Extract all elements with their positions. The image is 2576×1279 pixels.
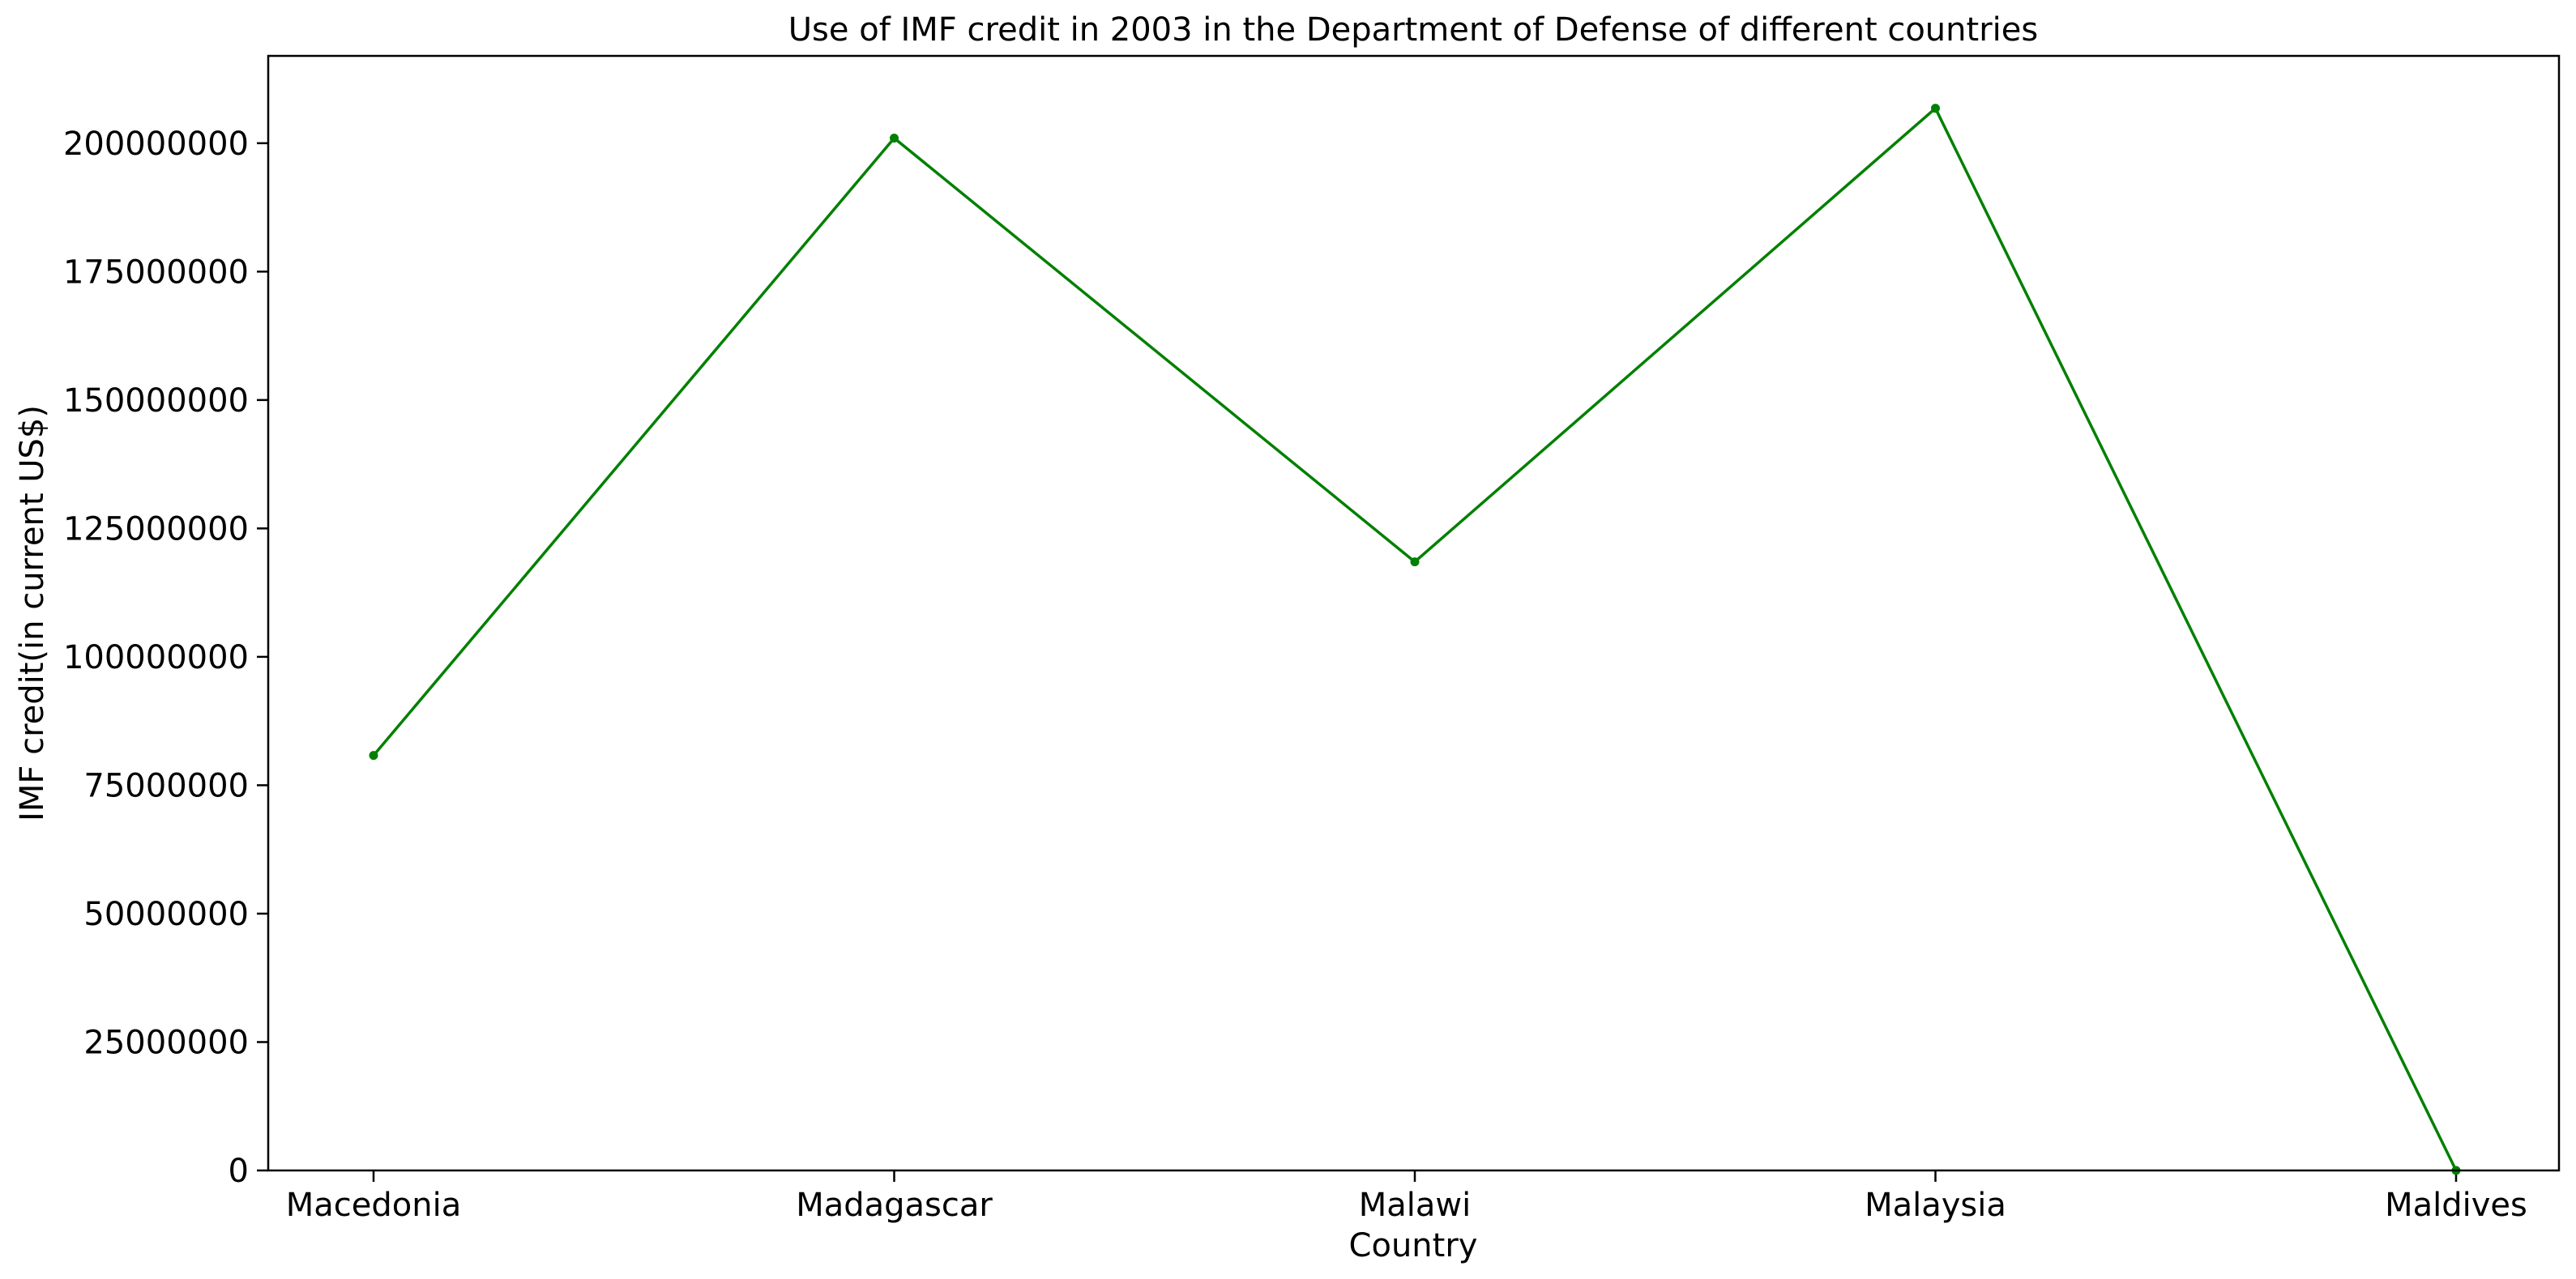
x-tick-label: Maldives	[2385, 1187, 2527, 1224]
y-tick-label: 75000000	[83, 767, 249, 804]
chart-title: Use of IMF credit in 2003 in the Departm…	[788, 11, 2038, 49]
data-point	[1931, 104, 1940, 113]
y-tick-label: 125000000	[63, 510, 249, 548]
y-tick-label: 200000000	[63, 126, 249, 163]
x-tick-label: Madagascar	[796, 1187, 993, 1224]
plot-frame	[267, 54, 2561, 1172]
x-tick-label: Malawi	[1359, 1187, 1471, 1224]
y-tick-label: 50000000	[83, 896, 249, 933]
data-point	[369, 751, 378, 761]
x-axis-title: Country	[1349, 1227, 1478, 1264]
y-tick-label: 25000000	[83, 1024, 249, 1061]
y-tick-label: 100000000	[63, 639, 249, 676]
x-tick-label: Malaysia	[1865, 1187, 2006, 1224]
data-point	[890, 133, 899, 143]
x-axis-ticks: Macedonia Madagascar Malawi Malaysia Maldive…	[286, 1170, 2527, 1224]
y-tick-label: 0	[229, 1153, 249, 1190]
data-point	[1410, 557, 1420, 567]
y-axis-ticks: 0 25000000 50000000 75000000 100000000 125000…	[63, 126, 268, 1190]
y-tick-label: 150000000	[63, 382, 249, 420]
series-layer	[369, 104, 2461, 1175]
y-axis-title: IMF credit(in current US$)	[14, 405, 51, 821]
y-tick-label: 175000000	[63, 254, 249, 291]
x-tick-label: Macedonia	[286, 1187, 461, 1224]
